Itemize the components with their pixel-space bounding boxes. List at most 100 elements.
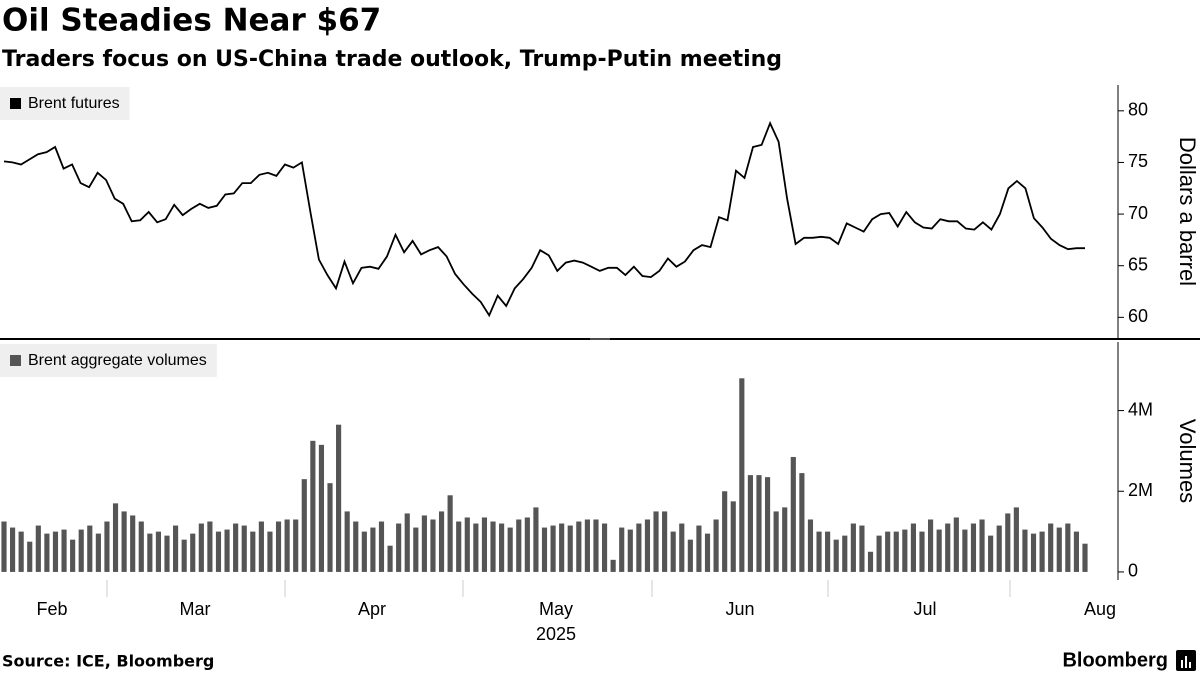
bar xyxy=(198,523,204,572)
line xyxy=(3,120,1085,318)
bar xyxy=(739,378,745,572)
bar xyxy=(353,521,359,572)
bar xyxy=(104,521,110,572)
bar xyxy=(541,527,548,572)
bar xyxy=(893,531,899,572)
bar xyxy=(953,517,959,572)
bar xyxy=(970,523,977,572)
legend-swatch xyxy=(10,98,21,109)
bar xyxy=(173,525,179,572)
bar xyxy=(936,529,942,572)
bar xyxy=(258,521,264,572)
bar xyxy=(850,523,856,572)
bar xyxy=(1005,513,1011,572)
bar xyxy=(996,525,1002,572)
bar xyxy=(584,519,590,572)
bar xyxy=(885,531,891,572)
x-tick-label: Mar xyxy=(180,599,211,619)
bar xyxy=(619,527,625,572)
bar xyxy=(902,529,908,572)
bar xyxy=(396,523,402,572)
y-tick-label: 75 xyxy=(1128,151,1148,171)
bar xyxy=(138,521,144,572)
bar xyxy=(533,507,539,572)
bar xyxy=(1022,529,1028,572)
bar xyxy=(464,517,470,572)
bar xyxy=(387,545,393,572)
y-axis-title: Volumes xyxy=(1175,419,1200,503)
bar xyxy=(241,525,247,572)
bar xyxy=(413,527,419,572)
bar xyxy=(919,531,925,572)
bar xyxy=(404,513,410,572)
bar xyxy=(550,525,556,572)
bar xyxy=(876,535,882,572)
legend-swatch xyxy=(10,355,21,366)
bar xyxy=(807,519,814,572)
bar xyxy=(1056,527,1062,572)
bar xyxy=(567,525,573,572)
bar xyxy=(361,531,367,572)
bar xyxy=(790,456,796,572)
bar xyxy=(78,529,84,572)
bar xyxy=(1048,523,1054,572)
bar xyxy=(1039,531,1045,572)
bar xyxy=(147,533,153,572)
x-tick-label: Jun xyxy=(725,599,754,619)
bar xyxy=(344,511,350,572)
bar xyxy=(773,511,779,572)
y-tick-label: 70 xyxy=(1128,203,1148,223)
bar xyxy=(370,527,376,572)
bar xyxy=(430,519,436,572)
bar xyxy=(842,535,848,572)
bar xyxy=(910,523,916,572)
bar xyxy=(481,517,488,572)
bar xyxy=(1082,543,1088,572)
bar xyxy=(927,519,934,572)
bar xyxy=(1030,533,1037,572)
bar xyxy=(601,523,608,572)
bar xyxy=(516,519,522,572)
chart-title: Oil Steadies Near $67 xyxy=(2,3,381,39)
bar xyxy=(825,531,831,572)
bar xyxy=(1013,507,1019,572)
bar xyxy=(456,521,462,572)
brand-icon xyxy=(1176,650,1196,671)
bar xyxy=(327,483,333,572)
bar xyxy=(653,511,659,572)
bar xyxy=(215,531,222,572)
bar xyxy=(275,521,282,572)
bar xyxy=(95,533,101,572)
bar xyxy=(644,519,651,572)
y-tick-label: 2M xyxy=(1128,480,1153,500)
bar xyxy=(233,523,239,572)
y-tick-label: 4M xyxy=(1128,399,1153,419)
bar xyxy=(438,511,445,572)
bar xyxy=(713,519,719,572)
legend-label: Brent futures xyxy=(28,95,120,112)
bar xyxy=(181,539,187,572)
source: Source: ICE, Bloomberg xyxy=(2,652,214,671)
x-tick-label: May xyxy=(539,599,573,619)
bar xyxy=(524,517,530,572)
bar xyxy=(18,531,24,572)
bar xyxy=(112,503,119,572)
bar xyxy=(61,529,67,572)
bar xyxy=(35,525,41,572)
bar xyxy=(636,523,642,572)
x-tick-label: Aug xyxy=(1084,599,1116,619)
legend-label: Brent aggregate volumes xyxy=(28,352,207,369)
bar xyxy=(267,531,273,572)
bar xyxy=(756,475,762,572)
bar xyxy=(782,507,788,572)
bar xyxy=(662,511,668,572)
y-tick-label: 60 xyxy=(1128,306,1148,326)
bar xyxy=(988,535,994,572)
bar xyxy=(190,533,196,572)
bar xyxy=(962,529,968,572)
bar xyxy=(301,479,307,572)
bar xyxy=(679,523,685,572)
bar xyxy=(155,531,162,572)
bar xyxy=(1,521,7,572)
legend: Brent aggregate volumes xyxy=(0,344,217,377)
